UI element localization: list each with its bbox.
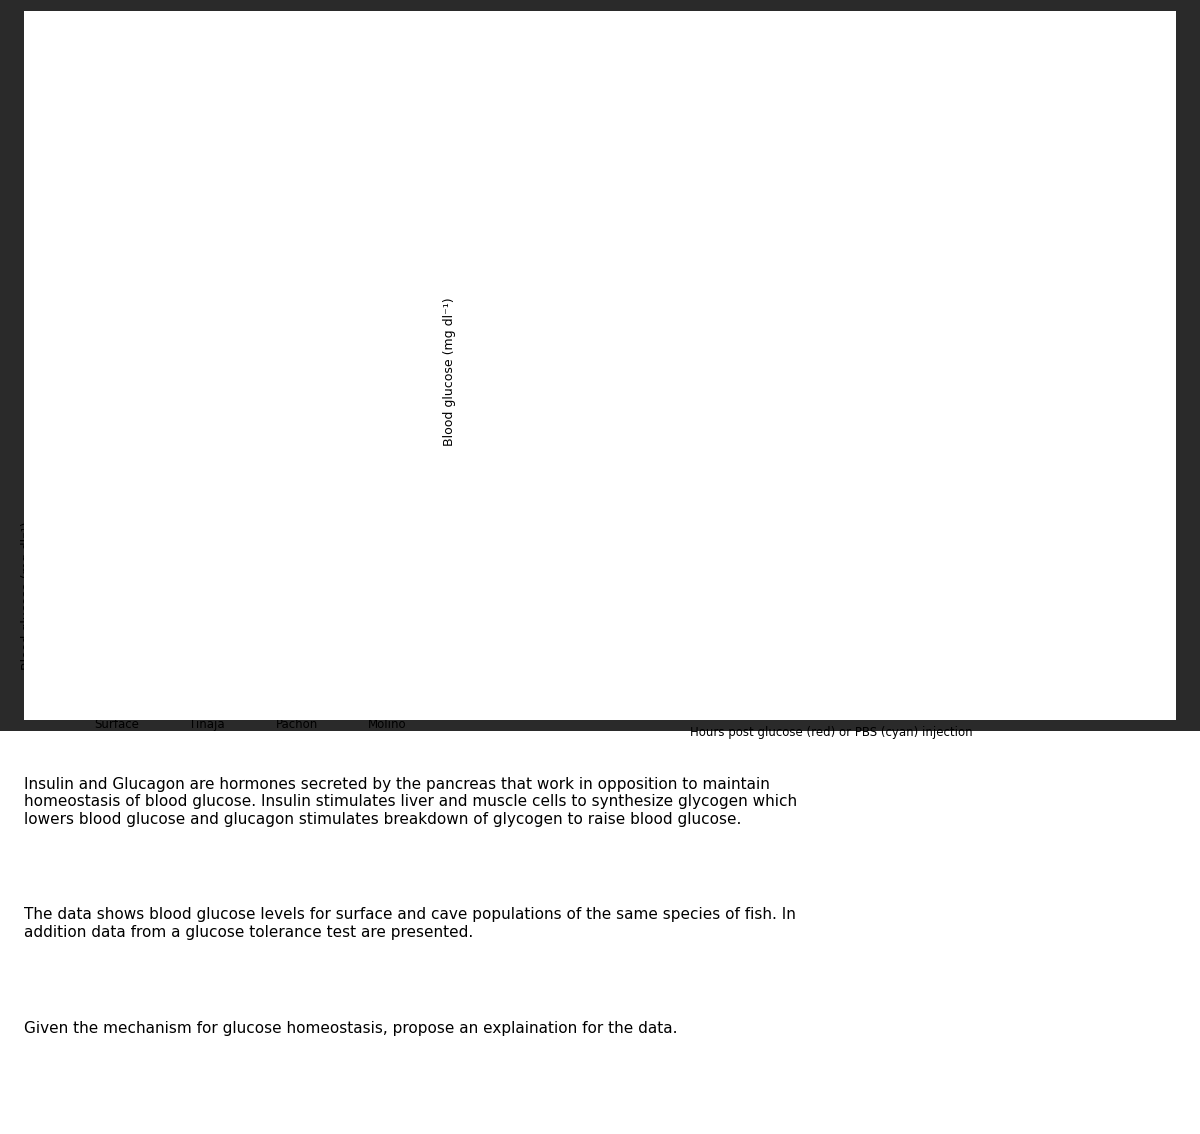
Bar xyxy=(284,586,310,612)
Text: ***: *** xyxy=(844,471,860,480)
Text: NS: NS xyxy=(774,51,788,60)
Text: NS: NS xyxy=(641,471,655,480)
Bar xyxy=(374,552,400,570)
Text: ***: *** xyxy=(920,51,936,60)
Text: ***: *** xyxy=(844,51,860,60)
Text: Molino: Molino xyxy=(838,449,881,463)
Bar xyxy=(194,604,220,670)
Text: NS: NS xyxy=(991,51,1006,60)
Bar xyxy=(104,662,130,680)
Text: Blood glucose (mg dl⁻¹): Blood glucose (mg dl⁻¹) xyxy=(444,297,456,446)
Text: ***: *** xyxy=(493,51,509,60)
Text: *: * xyxy=(204,510,210,521)
Text: NS: NS xyxy=(570,51,584,60)
Text: Tinaja: Tinaja xyxy=(407,369,455,383)
Ellipse shape xyxy=(90,414,414,564)
Text: The data shows blood glucose levels for surface and cave populations of the same: The data shows blood glucose levels for … xyxy=(24,907,796,940)
Text: ***: *** xyxy=(493,471,509,480)
Text: Insulin and Glucagon are hormones secreted by the pancreas that work in oppositi: Insulin and Glucagon are hormones secret… xyxy=(24,777,797,827)
Text: ***: *** xyxy=(990,471,1007,480)
Text: NS: NS xyxy=(1124,51,1139,60)
Text: Given the mechanism for glucose homeostasis, propose an explaination for the dat: Given the mechanism for glucose homeosta… xyxy=(24,1021,678,1035)
Text: NS: NS xyxy=(641,51,655,60)
Text: NS: NS xyxy=(774,471,788,480)
Text: Pachón: Pachón xyxy=(486,449,534,463)
Text: ***: *** xyxy=(244,497,260,507)
Ellipse shape xyxy=(79,103,382,271)
Text: Surface: Surface xyxy=(395,56,455,69)
Y-axis label: Blood glucose (mg dl⁻¹): Blood glucose (mg dl⁻¹) xyxy=(22,521,35,670)
Text: Surface: Surface xyxy=(486,18,536,32)
Text: Hours post glucose (red) or PBS (cyan) injection: Hours post glucose (red) or PBS (cyan) i… xyxy=(690,726,972,738)
Text: ***: *** xyxy=(920,471,936,480)
Text: *: * xyxy=(160,521,164,531)
Text: NS: NS xyxy=(1124,471,1139,480)
Text: ***: *** xyxy=(570,471,586,480)
Text: Tinaja: Tinaja xyxy=(838,18,877,32)
